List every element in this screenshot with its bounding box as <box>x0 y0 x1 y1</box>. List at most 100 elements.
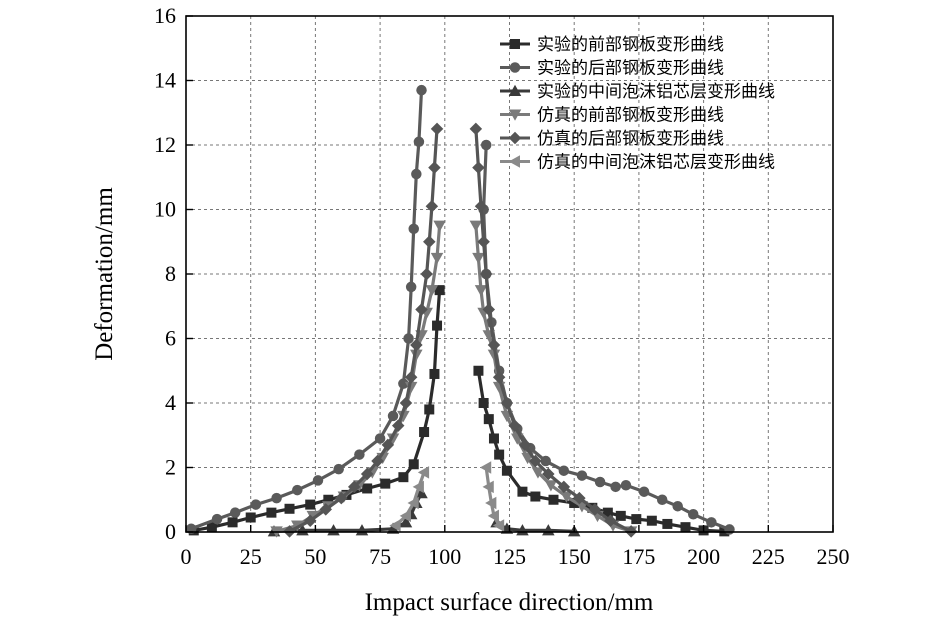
data-point <box>620 479 632 491</box>
data-point <box>472 161 485 174</box>
data-point <box>397 410 410 423</box>
data-point <box>487 349 501 361</box>
data-point <box>430 252 444 265</box>
data-point <box>482 480 494 494</box>
data-point <box>548 494 559 505</box>
y-tick-label: 2 <box>165 455 176 480</box>
x-tick-label: 75 <box>369 544 391 569</box>
data-point <box>472 252 485 265</box>
data-point <box>482 303 496 316</box>
data-point <box>494 449 505 460</box>
data-point <box>646 515 657 526</box>
legend-item: 实验的中间泡沫铝芯层变形曲线 <box>500 82 775 102</box>
data-point <box>405 281 417 293</box>
data-point <box>333 463 344 475</box>
data-point <box>680 522 691 533</box>
data-point <box>335 491 348 505</box>
data-point <box>501 465 512 476</box>
data-point <box>479 461 492 474</box>
y-tick-label: 8 <box>165 261 176 286</box>
data-point <box>374 433 386 444</box>
data-point <box>408 223 419 235</box>
data-point <box>347 480 361 494</box>
data-point <box>360 467 374 481</box>
y-tick-label: 14 <box>154 68 176 93</box>
data-point <box>399 516 413 528</box>
data-point <box>594 476 606 488</box>
data-point <box>469 122 483 136</box>
data-point <box>477 235 490 248</box>
data-point <box>229 507 241 518</box>
grid-lines <box>186 16 833 532</box>
x-tick-label: 25 <box>240 544 262 569</box>
legend-item: 仿真的前部钢板变形曲线 <box>500 106 724 126</box>
data-point <box>469 220 483 232</box>
data-point <box>371 454 384 468</box>
data-point <box>542 467 555 481</box>
x-tick-label: 150 <box>558 544 591 569</box>
data-point <box>380 478 391 489</box>
data-point <box>391 419 405 432</box>
data-point <box>386 522 400 534</box>
data-point <box>478 398 489 408</box>
data-point <box>305 499 316 510</box>
y-axis-title: Deformation/mm <box>91 187 118 361</box>
x-tick-label: 125 <box>493 544 526 569</box>
data-point <box>415 303 428 316</box>
legend-label: 仿真的前部钢板变形曲线 <box>537 106 724 126</box>
data-point <box>399 396 413 410</box>
data-point <box>312 475 324 486</box>
data-point <box>410 338 423 352</box>
data-point <box>398 378 409 389</box>
data-point <box>488 433 499 444</box>
x-axis-title: Impact surface direction/mm <box>365 589 654 616</box>
data-point <box>271 492 282 504</box>
legend-item: 仿真的后部钢板变形曲线 <box>500 129 724 149</box>
y-tick-label: 16 <box>154 3 176 28</box>
data-point <box>430 122 444 136</box>
x-tick-label: 225 <box>752 544 785 569</box>
data-point <box>303 514 317 527</box>
data-point <box>411 168 422 180</box>
data-point <box>434 285 445 296</box>
data-point <box>576 470 588 481</box>
data-point <box>323 494 334 505</box>
data-point <box>473 365 484 376</box>
data-point <box>410 349 423 361</box>
legend-marker <box>510 39 520 49</box>
data-point <box>544 480 558 492</box>
data-point <box>610 481 621 493</box>
x-tick-label: 200 <box>687 544 720 569</box>
series-6 <box>389 461 505 532</box>
data-point <box>429 368 440 379</box>
data-point <box>662 518 673 529</box>
data-point <box>517 486 528 497</box>
data-point <box>424 404 435 415</box>
data-point <box>211 513 223 525</box>
legend-label: 实验的后部钢板变形曲线 <box>537 59 724 79</box>
data-point <box>403 333 414 344</box>
data-point <box>245 512 256 523</box>
data-point <box>419 427 430 438</box>
legend-marker <box>508 109 522 121</box>
data-point <box>266 507 277 518</box>
axis-ticks: 0 25 50 75 100 125 150 175 200 225 250 0 2 4 6 8 10 12 14 1… <box>154 3 850 569</box>
data-point <box>415 487 428 499</box>
data-point <box>518 438 532 452</box>
data-point <box>404 370 418 384</box>
legend: 实验的前部钢板变形曲线实验的后部钢板变形曲线实验的中间泡沫铝芯层变形曲线仿真的前… <box>500 35 775 173</box>
series-layer <box>185 84 735 538</box>
data-point <box>485 496 497 510</box>
data-point <box>284 503 295 514</box>
data-point <box>389 519 401 532</box>
data-point <box>500 396 514 410</box>
data-point <box>432 320 443 331</box>
data-point <box>530 491 541 502</box>
data-point <box>483 414 494 425</box>
x-tick-label: 0 <box>181 544 192 569</box>
data-point <box>398 472 409 483</box>
data-point <box>602 507 613 518</box>
data-point <box>417 466 430 479</box>
